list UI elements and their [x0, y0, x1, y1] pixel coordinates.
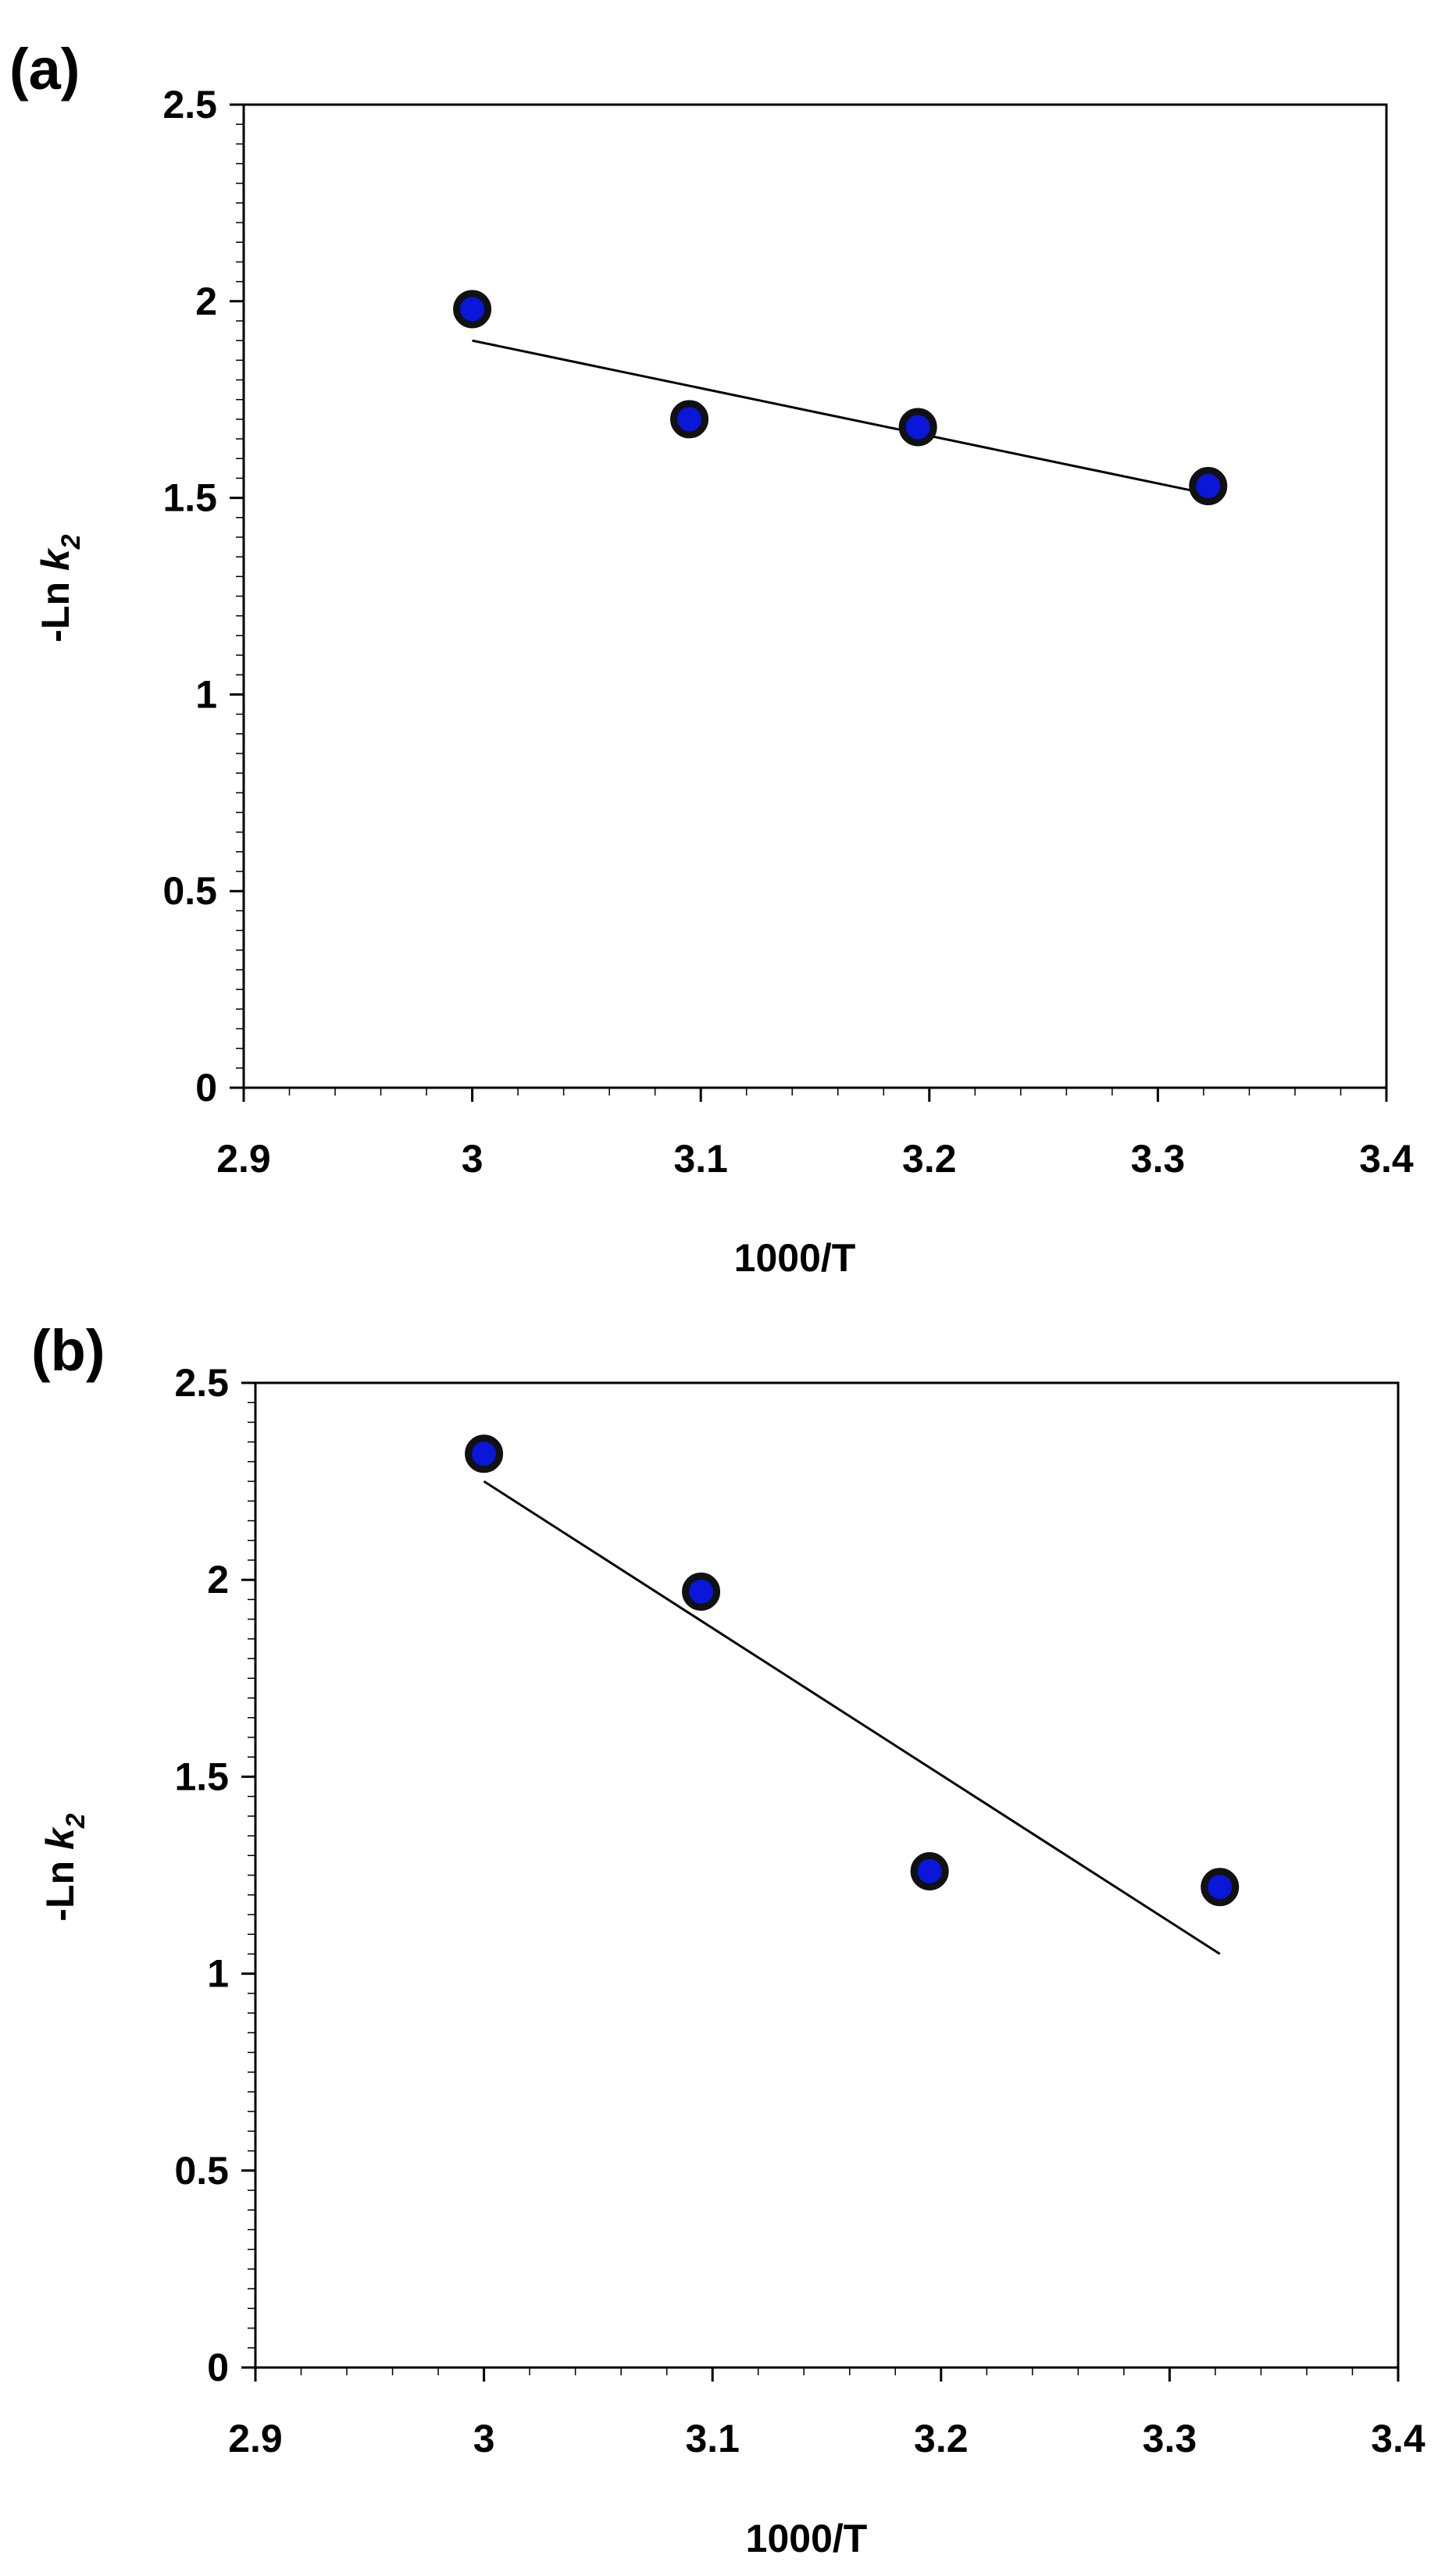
y-tick-label: 2 — [195, 280, 217, 323]
y-axis-label-subscript: 2 — [56, 534, 86, 550]
y-axis-label-variable: k — [34, 547, 77, 571]
x-axis-label: 1000/T — [734, 1236, 856, 1280]
x-tick-label: 3.3 — [1131, 1137, 1186, 1181]
data-point — [1201, 1868, 1240, 1907]
y-axis-label-prefix: -Ln — [38, 1850, 82, 1922]
x-axis-label: 1000/T — [746, 2517, 868, 2560]
data-point — [898, 408, 937, 447]
y-tick-label: 0.5 — [162, 869, 217, 913]
x-tick-label: 2.9 — [228, 2417, 283, 2460]
y-tick-label: 0 — [195, 1066, 217, 1110]
x-tick-label: 3.1 — [685, 2417, 740, 2460]
trendline — [472, 339, 1209, 496]
y-tick-label: 0.5 — [174, 2149, 229, 2193]
x-tick-label: 3.4 — [1359, 1137, 1414, 1181]
panel-label: (a) — [9, 37, 80, 102]
plot-area — [242, 103, 1388, 1089]
trendline — [483, 1480, 1221, 1955]
x-tick-label: 3.2 — [902, 1137, 957, 1181]
x-tick-label: 3 — [473, 2417, 495, 2460]
x-tick-label: 3 — [462, 1137, 483, 1181]
y-tick-label: 1.5 — [162, 476, 217, 520]
data-point — [682, 1572, 721, 1611]
y-tick-label: 2.5 — [162, 83, 217, 126]
y-axis-label-variable: k — [38, 1826, 82, 1850]
data-point — [670, 400, 709, 439]
x-tick-label: 3.4 — [1371, 2417, 1425, 2460]
y-axis-label: -Ln k2 — [38, 1813, 91, 1921]
panel-a: 0 0.5 1 1.5 2 2.5 2.9 3 3.1 3.2 3.3 3.4 (a) 1000/T -Ln… — [9, 37, 1414, 1280]
y-tick-label: 1.5 — [174, 1755, 229, 1798]
y-tick-label: 2 — [207, 1558, 229, 1602]
y-axis-label: -Ln k2 — [34, 534, 86, 642]
y-axis-label-subscript: 2 — [61, 1813, 91, 1829]
x-tick-label: 3.1 — [673, 1137, 728, 1181]
y-axis-label-prefix: -Ln — [34, 571, 77, 643]
y-tick-label: 1 — [195, 672, 217, 716]
y-tick-label: 1 — [207, 1952, 229, 1996]
x-tick-label: 3.2 — [914, 2417, 969, 2460]
data-point — [465, 1434, 504, 1473]
x-tick-label: 3.3 — [1143, 2417, 1197, 2460]
y-tick-label: 0 — [207, 2346, 229, 2389]
panel-label: (b) — [31, 1318, 105, 1383]
x-tick-label: 2.9 — [216, 1137, 271, 1181]
panel-b: 0 0.5 1 1.5 2 2.5 2.9 3 3.1 3.2 3.3 3.4 (b) 1000/T -Ln… — [31, 1318, 1425, 2560]
data-point — [1189, 466, 1228, 505]
y-tick-label: 2.5 — [174, 1361, 229, 1405]
data-point — [453, 290, 492, 329]
data-point — [910, 1851, 949, 1890]
